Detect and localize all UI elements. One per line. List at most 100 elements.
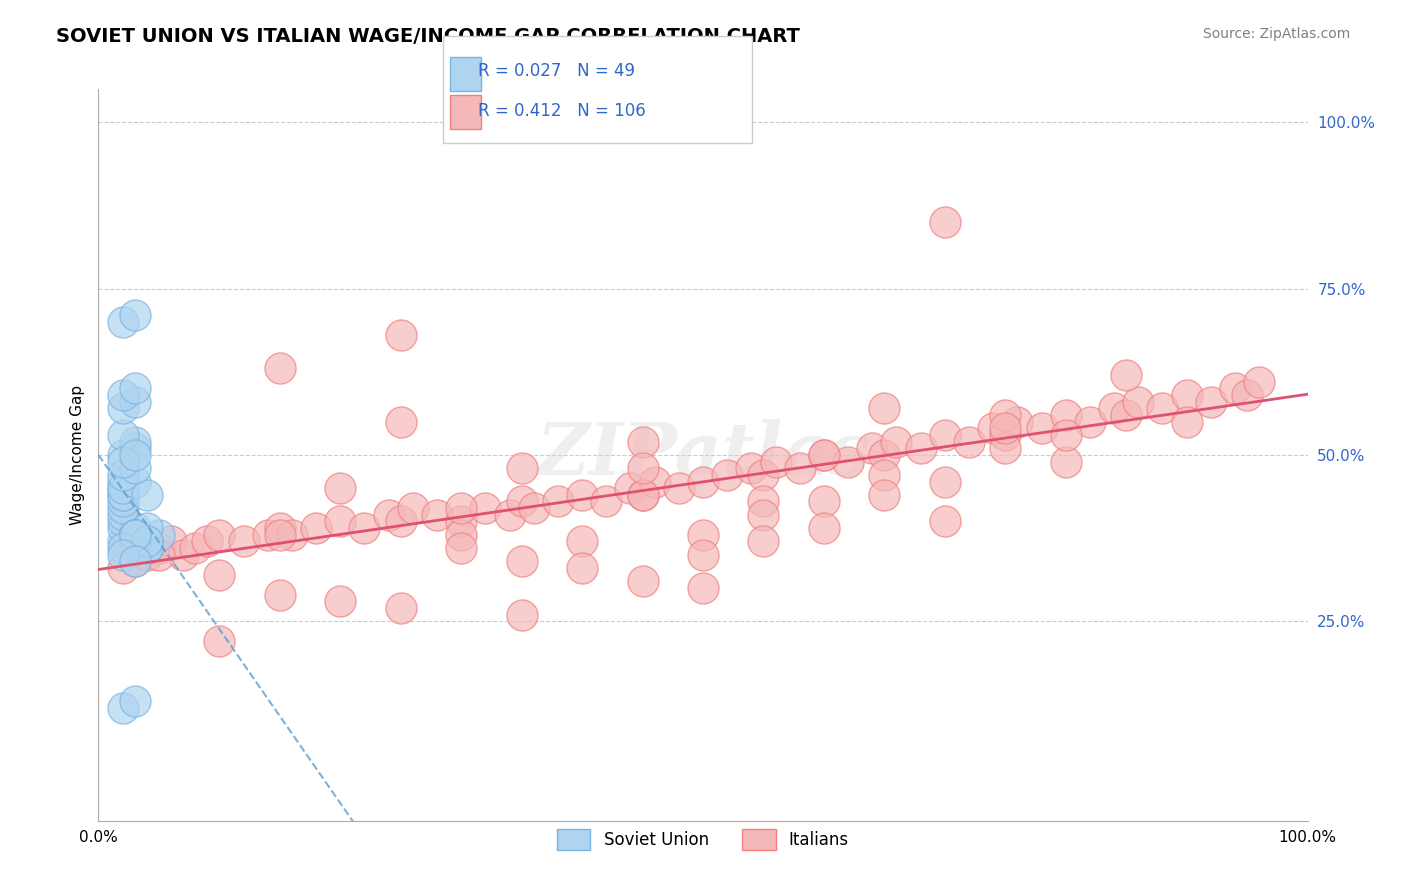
Point — [124, 308, 146, 322]
Point — [934, 428, 956, 442]
Point — [631, 434, 654, 449]
Point — [377, 508, 399, 522]
Point — [873, 401, 896, 416]
Point — [124, 521, 146, 535]
Point — [474, 501, 496, 516]
Point — [934, 475, 956, 489]
Point — [148, 548, 170, 562]
Point — [111, 541, 134, 555]
Point — [450, 541, 472, 555]
Point — [124, 694, 146, 708]
Point — [269, 361, 291, 376]
Point — [124, 527, 146, 541]
Point — [111, 494, 134, 508]
Point — [571, 534, 593, 549]
Point — [111, 561, 134, 575]
Point — [1249, 375, 1271, 389]
Point — [1007, 415, 1029, 429]
Point — [994, 421, 1017, 435]
Point — [498, 508, 520, 522]
Point — [353, 521, 375, 535]
Point — [111, 448, 134, 462]
Point — [957, 434, 980, 449]
Legend: Soviet Union, Italians: Soviet Union, Italians — [550, 822, 856, 856]
Point — [135, 521, 157, 535]
Point — [752, 467, 775, 482]
Point — [1236, 388, 1258, 402]
Point — [148, 527, 170, 541]
Point — [1175, 415, 1198, 429]
Point — [886, 434, 908, 449]
Point — [124, 534, 146, 549]
Point — [450, 527, 472, 541]
Point — [934, 515, 956, 529]
Point — [135, 534, 157, 549]
Point — [994, 428, 1017, 442]
Point — [860, 442, 883, 456]
Point — [329, 515, 352, 529]
Point — [595, 494, 617, 508]
Point — [523, 501, 546, 516]
Point — [256, 527, 278, 541]
Point — [184, 541, 207, 555]
Point — [111, 428, 134, 442]
Point — [124, 527, 146, 541]
Point — [111, 488, 134, 502]
Point — [124, 534, 146, 549]
Point — [389, 328, 412, 343]
Point — [1128, 394, 1150, 409]
Point — [135, 548, 157, 562]
Point — [305, 521, 328, 535]
Point — [631, 574, 654, 589]
Point — [619, 481, 641, 495]
Point — [510, 461, 533, 475]
Point — [111, 454, 134, 468]
Point — [111, 401, 134, 416]
Point — [426, 508, 449, 522]
Point — [910, 442, 932, 456]
Point — [1054, 428, 1077, 442]
Point — [389, 515, 412, 529]
Point — [111, 501, 134, 516]
Point — [1054, 454, 1077, 468]
Point — [813, 448, 835, 462]
Point — [450, 501, 472, 516]
Point — [994, 408, 1017, 422]
Point — [269, 521, 291, 535]
Point — [752, 534, 775, 549]
Point — [1115, 408, 1137, 422]
Point — [208, 527, 231, 541]
Point — [124, 527, 146, 541]
Y-axis label: Wage/Income Gap: Wage/Income Gap — [69, 384, 84, 525]
Point — [232, 534, 254, 549]
Point — [111, 508, 134, 522]
Point — [111, 548, 134, 562]
Point — [692, 475, 714, 489]
Point — [124, 527, 146, 541]
Point — [1078, 415, 1101, 429]
Point — [1223, 381, 1246, 395]
Point — [148, 541, 170, 555]
Point — [450, 515, 472, 529]
Point — [1102, 401, 1125, 416]
Point — [111, 534, 134, 549]
Point — [934, 215, 956, 229]
Point — [160, 534, 183, 549]
Point — [1054, 408, 1077, 422]
Point — [195, 534, 218, 549]
Point — [813, 494, 835, 508]
Text: ZIPatlas: ZIPatlas — [536, 419, 870, 491]
Point — [571, 488, 593, 502]
Text: R = 0.027   N = 49: R = 0.027 N = 49 — [478, 62, 636, 80]
Point — [208, 634, 231, 648]
Point — [124, 442, 146, 456]
Point — [111, 315, 134, 329]
Point — [789, 461, 811, 475]
Point — [547, 494, 569, 508]
Point — [752, 508, 775, 522]
Point — [389, 600, 412, 615]
Point — [124, 381, 146, 395]
Point — [111, 488, 134, 502]
Point — [510, 607, 533, 622]
Point — [111, 515, 134, 529]
